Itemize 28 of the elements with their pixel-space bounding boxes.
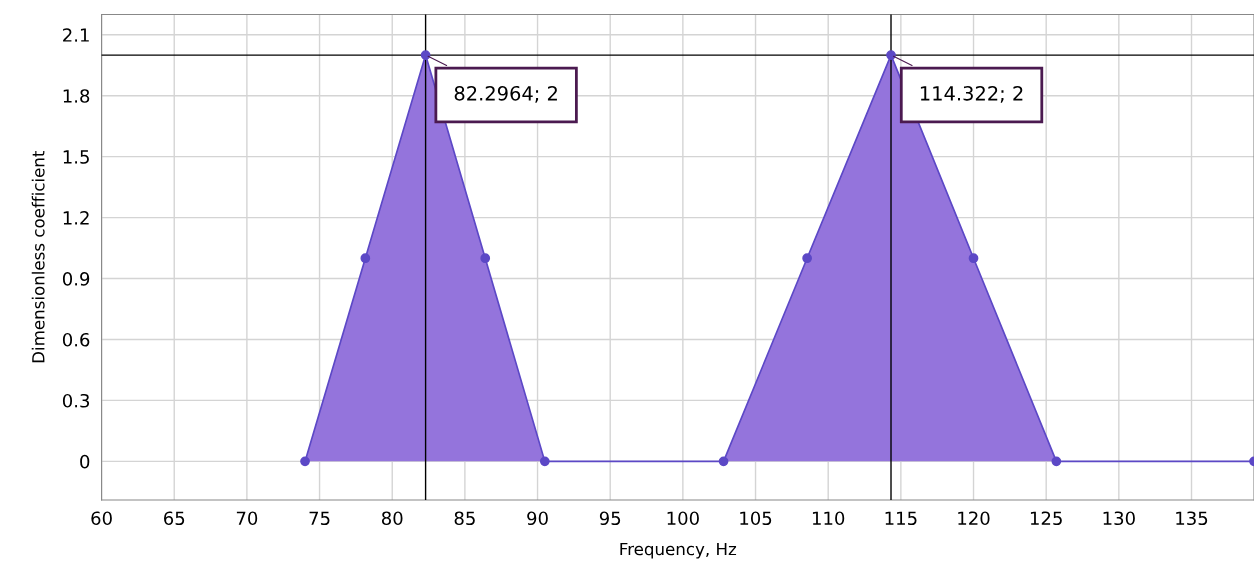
y-tick-label: 2.1 [63,28,89,42]
x-tick-label: 70 [236,511,258,526]
x-tick-label: 120 [958,511,990,526]
y-tick-label: 1.5 [63,150,89,164]
x-tick-label: 75 [309,511,330,526]
x-tick-label: 65 [164,511,185,526]
y-tick-label: 0 [80,454,90,469]
y-tick-label: 0.9 [62,272,90,286]
y-tick-label: 0.3 [62,393,90,408]
x-tick-label: 130 [1103,511,1135,526]
x-tick-label: 100 [667,511,699,526]
y-tick-label: 0.6 [62,332,90,347]
x-tick-label: 135 [1176,511,1208,526]
x-tick-label: 80 [381,511,403,526]
annotation: 82.2964; 2 [454,85,557,103]
x-axis-title: Frequency, Hz [620,542,737,559]
x-tick-label: 85 [454,511,475,526]
y-axis-title: Dimensionless coefficient [31,150,45,363]
x-tick-label: 95 [599,511,621,526]
x-tick-label: 110 [812,511,845,526]
y-tick-label: 1.8 [63,89,90,103]
x-tick-label: 125 [1030,511,1062,526]
x-tick-label: 60 [91,511,112,526]
x-tick-label: 90 [527,511,548,526]
x-tick-label: 105 [740,511,772,526]
y-tick-label: 1.2 [63,211,89,225]
x-tick-label: 115 [885,511,917,526]
annotation: 114.322; 2 [920,85,1023,103]
